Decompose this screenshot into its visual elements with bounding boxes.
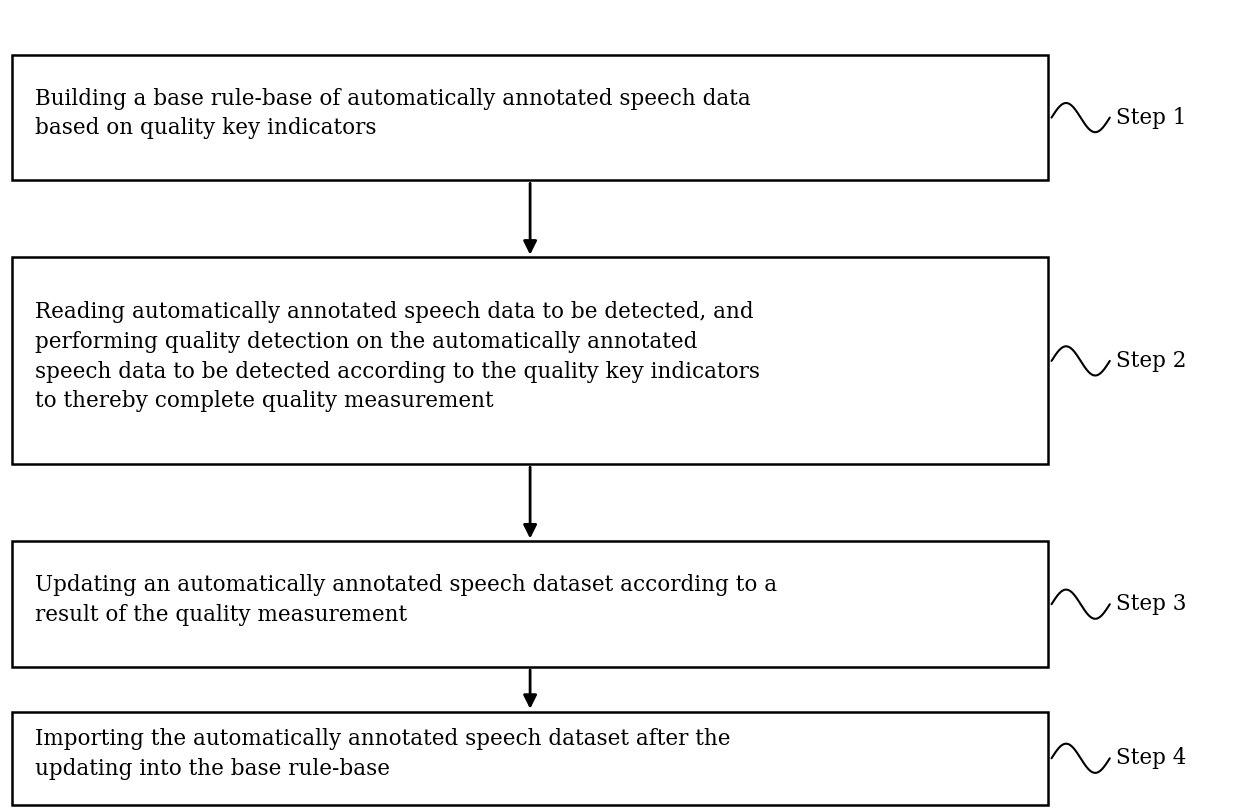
Text: Reading automatically annotated speech data to be detected, and
performing quali: Reading automatically annotated speech d… xyxy=(35,302,760,412)
Text: Step 2: Step 2 xyxy=(1116,350,1187,372)
Text: Step 1: Step 1 xyxy=(1116,106,1187,129)
FancyBboxPatch shape xyxy=(12,542,1048,667)
Text: Step 3: Step 3 xyxy=(1116,593,1187,616)
Text: Importing the automatically annotated speech dataset after the
updating into the: Importing the automatically annotated sp… xyxy=(35,728,730,780)
FancyBboxPatch shape xyxy=(12,712,1048,805)
Text: Building a base rule-base of automatically annotated speech data
based on qualit: Building a base rule-base of automatical… xyxy=(35,88,750,139)
Text: Step 4: Step 4 xyxy=(1116,747,1187,770)
FancyBboxPatch shape xyxy=(12,257,1048,464)
Text: Updating an automatically annotated speech dataset according to a
result of the : Updating an automatically annotated spee… xyxy=(35,574,776,626)
FancyBboxPatch shape xyxy=(12,54,1048,181)
